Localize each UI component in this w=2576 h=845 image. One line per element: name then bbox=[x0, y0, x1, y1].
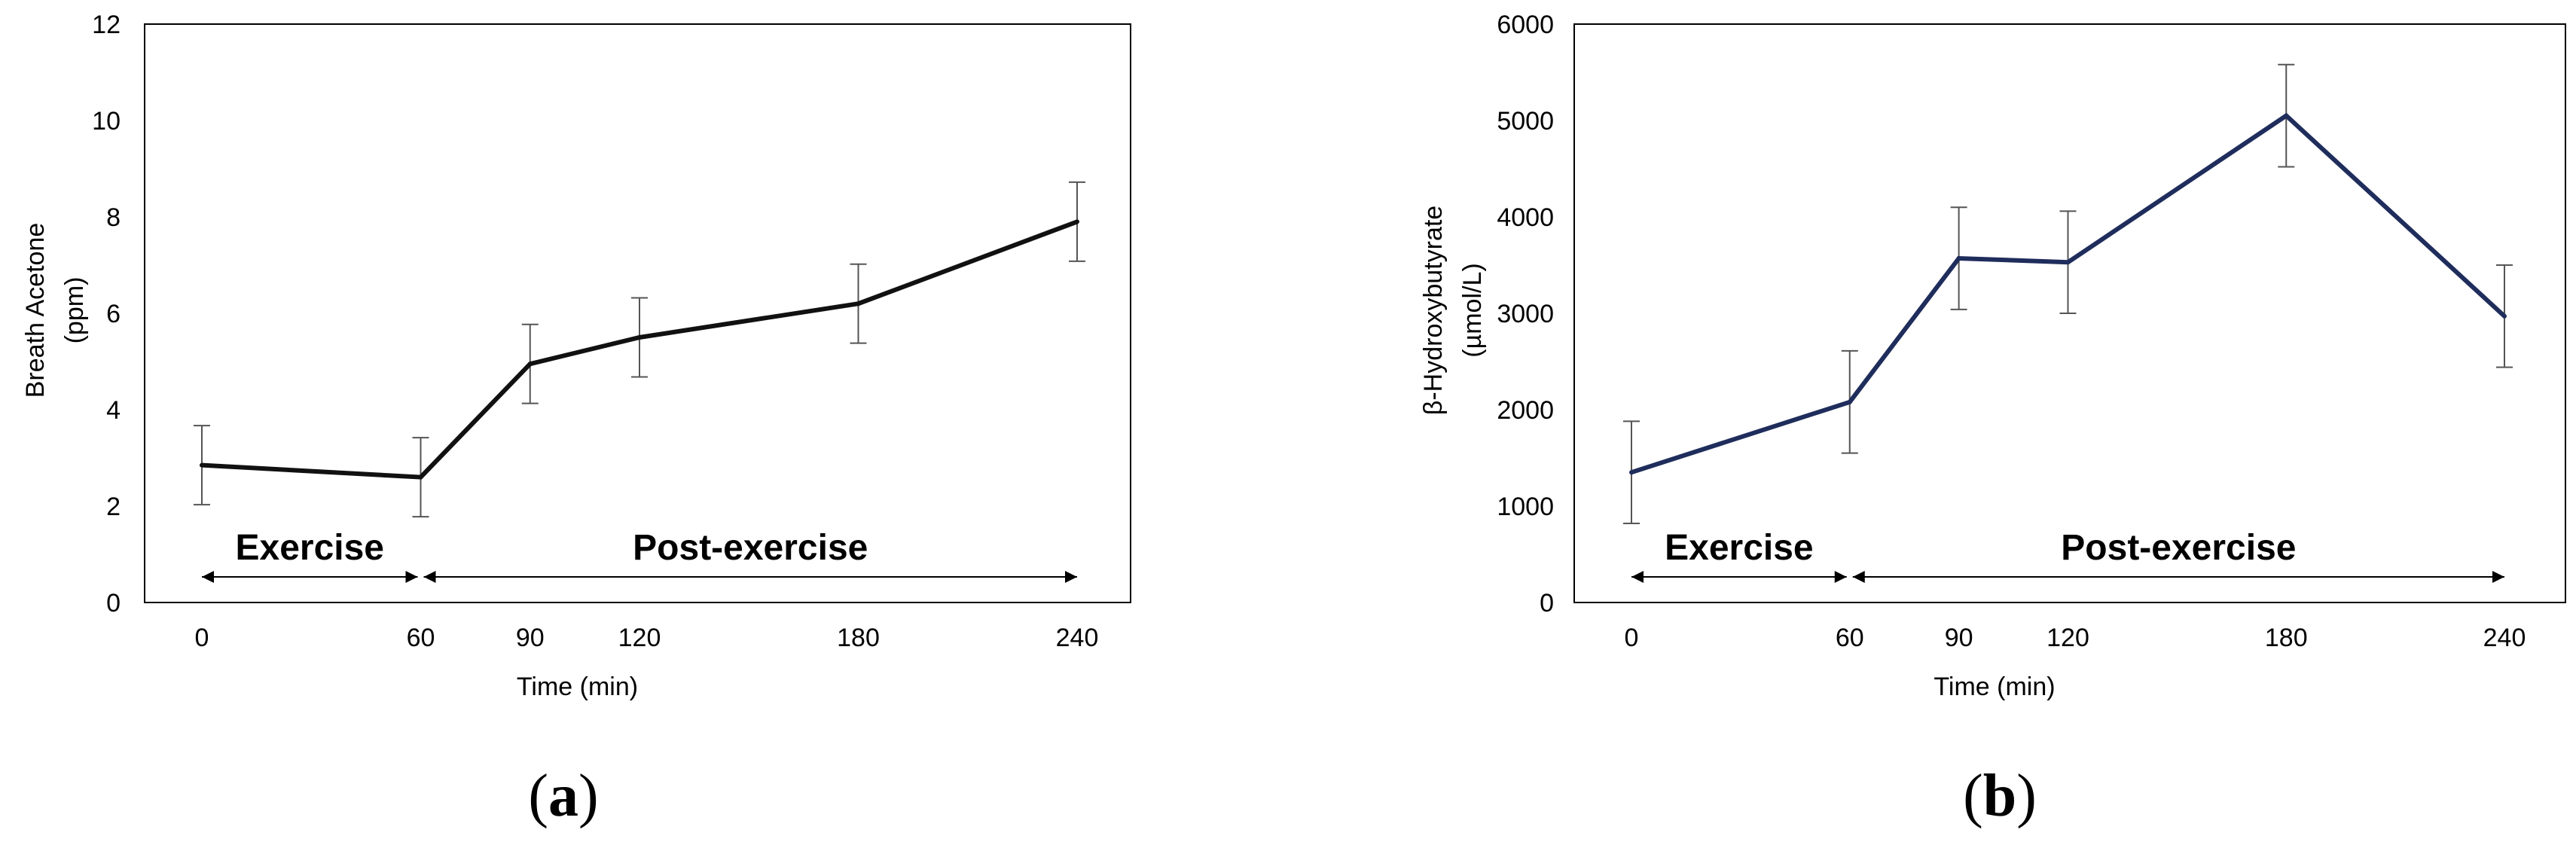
y-tick-label: 0 bbox=[1540, 589, 1554, 618]
phase-label: Post-exercise bbox=[633, 528, 868, 568]
phase-arrow bbox=[202, 571, 418, 583]
phase-arrow-head bbox=[1631, 571, 1644, 583]
phase-arrow bbox=[423, 571, 1077, 583]
panel-label-paren: ( bbox=[1963, 763, 1983, 829]
y-axis-title-line: β-Hydroxybutyrate bbox=[1419, 206, 1448, 415]
y-axis-title-line: (ppm) bbox=[60, 277, 89, 344]
data-point bbox=[1956, 256, 1961, 261]
data-point bbox=[2284, 113, 2289, 118]
y-tick-label: 0 bbox=[106, 589, 121, 618]
phase-arrow-head bbox=[405, 571, 418, 583]
y-tick-label: 2 bbox=[106, 493, 121, 521]
y-axis-title: β-Hydroxybutyrate (µmol/L) bbox=[1419, 206, 1487, 415]
panel-label-letter: a bbox=[548, 763, 578, 829]
y-tick-label: 6 bbox=[106, 300, 121, 328]
data-point bbox=[856, 301, 861, 307]
x-tick-label: 0 bbox=[1625, 624, 1639, 652]
x-tick-label: 90 bbox=[516, 624, 545, 652]
y-tick-label: 1000 bbox=[1497, 493, 1554, 521]
phase-arrow bbox=[1631, 571, 1847, 583]
y-axis-title: Breath Acetone (ppm) bbox=[21, 223, 89, 398]
phase-label: Exercise bbox=[1665, 528, 1814, 568]
panel-label-paren: ) bbox=[578, 763, 599, 829]
data-point bbox=[637, 335, 642, 340]
x-tick-label: 0 bbox=[195, 624, 209, 652]
chart-panel-b: 0 1000 2000 3000 4000 5000 6000 0 60 90 120 180 240 T… bbox=[1419, 11, 2566, 829]
x-tick-label: 180 bbox=[837, 624, 880, 652]
data-point bbox=[1847, 399, 1852, 404]
y-tick-label: 8 bbox=[106, 203, 121, 232]
phase-label: Post-exercise bbox=[2061, 528, 2296, 568]
panel-label-paren: ( bbox=[528, 763, 548, 829]
y-tick-label: 5000 bbox=[1497, 107, 1554, 136]
x-tick-label: 180 bbox=[2265, 624, 2308, 652]
x-axis-title: Time (min) bbox=[517, 673, 638, 701]
y-tick-label: 4000 bbox=[1497, 203, 1554, 232]
series-line bbox=[201, 219, 1079, 480]
y-tick-label: 6000 bbox=[1497, 11, 1554, 39]
phase-arrow-head bbox=[1065, 571, 1077, 583]
x-tick-label: 240 bbox=[2483, 624, 2526, 652]
y-axis-title-line: (µmol/L) bbox=[1458, 263, 1487, 357]
phase-arrow bbox=[1852, 571, 2504, 583]
y-tick-label: 3000 bbox=[1497, 300, 1554, 328]
data-point bbox=[1629, 470, 1634, 475]
panel-label: (a) bbox=[528, 763, 598, 829]
data-point bbox=[1075, 219, 1079, 224]
data-point bbox=[2502, 313, 2507, 319]
x-axis-title: Time (min) bbox=[1934, 673, 2055, 701]
y-tick-label: 12 bbox=[92, 11, 121, 39]
data-point bbox=[418, 474, 423, 480]
x-tick-label: 120 bbox=[618, 624, 661, 652]
panel-label-letter: b bbox=[1983, 763, 2017, 829]
phase-arrow-head bbox=[1834, 571, 1847, 583]
panel-label-paren: ) bbox=[2016, 763, 2037, 829]
plot-frame bbox=[1573, 23, 2566, 603]
x-tick-label: 60 bbox=[407, 624, 435, 652]
data-point bbox=[200, 462, 204, 468]
phase-arrow-head bbox=[2492, 571, 2504, 583]
series-line bbox=[1631, 112, 2507, 475]
phase-arrow-head bbox=[1852, 571, 1865, 583]
phase-arrow-head bbox=[202, 571, 214, 583]
y-tick-label: 2000 bbox=[1497, 396, 1554, 425]
phase-arrow-head bbox=[423, 571, 436, 583]
x-tick-label: 120 bbox=[2046, 624, 2089, 652]
x-tick-label: 90 bbox=[1945, 624, 1973, 652]
y-tick-label: 10 bbox=[92, 107, 121, 136]
panel-label: (b) bbox=[1963, 763, 2037, 829]
y-tick-label: 4 bbox=[106, 396, 121, 425]
x-tick-label: 240 bbox=[1056, 624, 1099, 652]
plot-frame bbox=[144, 23, 1131, 603]
y-axis-title-line: Breath Acetone bbox=[21, 223, 50, 398]
x-tick-label: 60 bbox=[1836, 624, 1864, 652]
data-point bbox=[527, 361, 533, 367]
phase-label: Exercise bbox=[235, 528, 384, 568]
data-point bbox=[2065, 260, 2071, 265]
